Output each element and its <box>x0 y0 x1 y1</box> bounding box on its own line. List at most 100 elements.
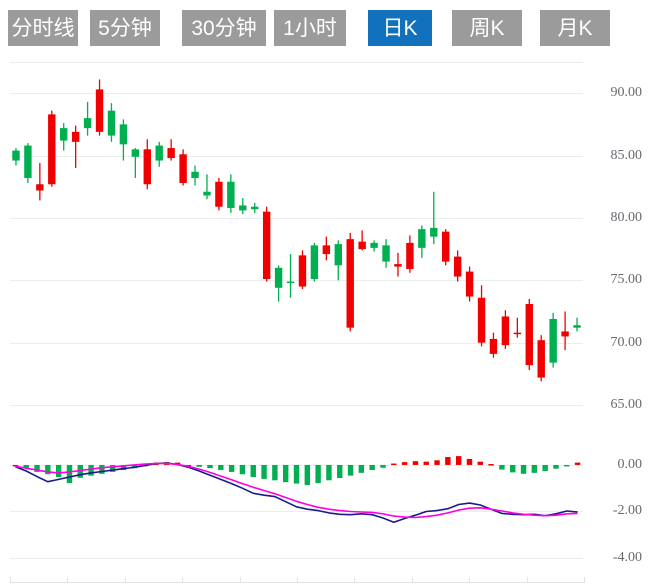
macd-histogram-bar <box>99 464 105 474</box>
macd-x-tick-9 <box>527 577 528 583</box>
period-tab-bar: 分时线 5分钟 30分钟 1小时 日K 周K 月K <box>0 0 649 56</box>
candle-body <box>167 148 175 159</box>
candle-body <box>215 181 223 207</box>
macd-histogram-bar <box>55 464 62 478</box>
macd-y-tick-label-0: 0.00 <box>617 457 643 472</box>
candle-body <box>191 171 199 179</box>
macd-x-tick-1 <box>67 577 68 583</box>
macd-histogram-bar <box>391 463 397 466</box>
macd-x-tick-6 <box>354 577 355 583</box>
candle-body <box>60 128 68 141</box>
candle-body <box>465 271 474 297</box>
candle-body <box>119 124 128 145</box>
candle-body <box>310 245 319 280</box>
price-y-tick-label-5: 65.00 <box>610 397 643 412</box>
price-candlestick-panel[interactable]: 90.00 85.00 80.00 75.00 70.00 65.00 <box>0 56 649 434</box>
macd-histogram-bar <box>12 464 19 467</box>
candle-body <box>251 206 259 210</box>
macd-series <box>12 456 581 523</box>
candle-body <box>36 184 44 191</box>
candle-body <box>334 244 342 266</box>
candle-body <box>442 231 450 262</box>
price-y-tick-label-3: 75.00 <box>610 272 643 287</box>
macd-histogram-bar <box>304 464 311 485</box>
candle-body <box>24 145 32 179</box>
macd-histogram-bar <box>218 464 224 471</box>
price-gridline-2 <box>10 218 583 219</box>
price-gridline-4 <box>10 343 583 344</box>
macd-histogram-bar <box>466 458 473 465</box>
macd-histogram-bar <box>574 462 581 465</box>
candle-body <box>406 242 414 270</box>
candle-body <box>203 191 211 196</box>
macd-histogram-bar <box>510 464 516 473</box>
macd-histogram-bar <box>120 464 127 471</box>
macd-histogram-bar <box>239 464 246 475</box>
period-tab-3[interactable]: 1小时 <box>274 10 346 46</box>
price-top-border <box>10 62 583 63</box>
macd-histogram-bar <box>520 464 527 474</box>
macd-histogram-bar <box>23 464 29 468</box>
macd-histogram-bar <box>477 461 483 465</box>
period-tab-0[interactable]: 分时线 <box>8 10 78 46</box>
candle-body <box>394 264 402 267</box>
period-tab-6[interactable]: 月K <box>540 10 610 46</box>
candle-body <box>298 255 307 287</box>
macd-y-tick-label-1: -2.00 <box>612 503 642 518</box>
price-y-tick-label-0: 90.00 <box>610 85 643 100</box>
candle-body <box>525 304 533 366</box>
period-tab-4[interactable]: 日K <box>368 10 432 46</box>
macd-x-tick-10 <box>584 577 585 583</box>
candle-body <box>143 149 151 185</box>
candle-body <box>358 241 366 250</box>
period-tab-1[interactable]: 5分钟 <box>90 10 160 46</box>
period-tab-5[interactable]: 周K <box>452 10 522 46</box>
macd-histogram-bar <box>401 462 408 465</box>
macd-histogram-bar <box>228 464 235 472</box>
macd-histogram-bar <box>445 457 451 465</box>
macd-x-tick-4 <box>240 577 241 583</box>
macd-histogram-bar <box>542 464 548 471</box>
macd-histogram-bar <box>369 464 375 471</box>
candle-body <box>501 316 510 346</box>
macd-histogram-bar <box>337 464 343 478</box>
macd-dea-line <box>15 462 578 519</box>
macd-histogram-bar <box>45 464 51 475</box>
candle-body <box>537 340 545 378</box>
macd-x-tick-0 <box>10 577 11 583</box>
macd-histogram-bar <box>110 464 116 472</box>
macd-histogram-bar <box>531 464 538 473</box>
candle-body <box>12 150 20 161</box>
macd-histogram-bar <box>250 464 256 478</box>
candle-body <box>573 325 581 328</box>
candle-body <box>382 245 390 262</box>
macd-histogram-bar <box>488 464 494 466</box>
macd-histogram-bar <box>434 460 440 465</box>
macd-histogram-bar <box>261 464 267 479</box>
macd-histogram-bar <box>412 461 419 465</box>
macd-histogram-bar <box>196 464 202 467</box>
macd-histogram-bar <box>282 464 289 483</box>
macd-histogram-bar <box>564 464 570 467</box>
macd-x-tick-5 <box>297 577 298 583</box>
candle-body <box>489 338 498 354</box>
candle-body <box>227 181 235 208</box>
macd-indicator-panel[interactable]: 0.00 -2.00 -4.00 <box>0 440 649 586</box>
macd-histogram-bar <box>88 464 94 476</box>
candlestick-series <box>12 79 581 382</box>
macd-histogram-bar <box>315 464 321 484</box>
macd-histogram-bar <box>380 464 386 468</box>
candle-body <box>48 114 56 185</box>
macd-x-tick-3 <box>182 577 183 583</box>
candle-body <box>239 205 247 211</box>
price-gridline-5 <box>10 405 583 406</box>
price-y-tick-label-1: 85.00 <box>610 148 643 163</box>
candle-body <box>155 145 163 161</box>
macd-histogram-bar <box>293 464 300 484</box>
macd-x-tick-7 <box>412 577 413 583</box>
candle-body <box>346 239 354 328</box>
macd-dif-line <box>15 462 578 523</box>
period-tab-2[interactable]: 30分钟 <box>182 10 266 46</box>
price-gridline-3 <box>10 280 583 281</box>
macd-histogram-bar <box>423 461 429 465</box>
